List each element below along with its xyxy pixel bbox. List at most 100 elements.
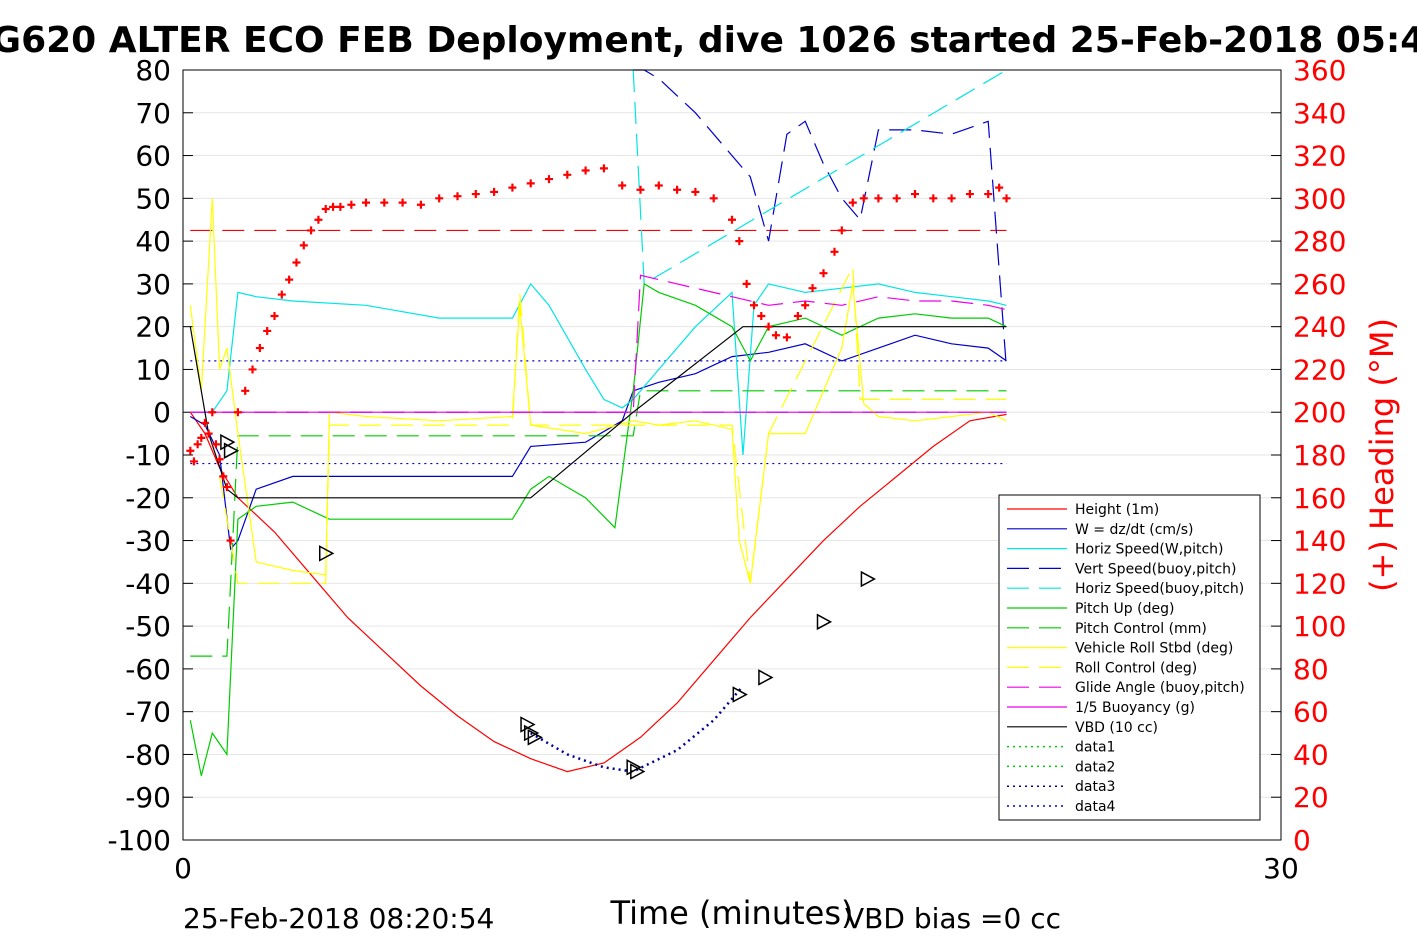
right-tick-label: 100 — [1293, 610, 1346, 643]
heading-point — [380, 198, 389, 207]
right-tick-label: 160 — [1293, 482, 1346, 515]
heading-point — [837, 226, 846, 235]
heading-point — [947, 194, 956, 203]
legend-entry: data3 — [1075, 779, 1115, 795]
left-tick-label: 70 — [135, 97, 171, 130]
heading-point — [735, 237, 744, 246]
x-axis-ticks: 0 30 — [174, 830, 1299, 885]
series-line — [190, 274, 1007, 413]
legend-entry: Height (1m) — [1075, 502, 1159, 518]
heading-point — [892, 194, 901, 203]
legend-entry: Vert Speed(buoy,pitch) — [1075, 561, 1237, 577]
heading-point — [911, 190, 919, 199]
series-line — [190, 282, 1007, 456]
triangle-markers — [220, 433, 877, 780]
right-axis-label: (+) Heading (°M) — [1363, 318, 1401, 592]
triangle-marker — [816, 613, 833, 631]
legend-entry: VBD (10 cc) — [1075, 720, 1158, 736]
heading-point — [1002, 194, 1011, 203]
heading-point — [189, 457, 198, 466]
left-tick-label: 80 — [135, 54, 171, 87]
heading-point — [204, 429, 213, 438]
right-tick-label: 120 — [1293, 567, 1346, 600]
legend-box — [998, 494, 1261, 821]
heading-point — [929, 194, 938, 203]
series-line — [189, 334, 1007, 551]
triangle-marker — [626, 759, 642, 776]
heading-point — [255, 344, 264, 353]
triangle-marker — [223, 442, 240, 459]
triangle-marker — [758, 669, 774, 686]
heading-point — [819, 269, 828, 278]
heading-point — [830, 247, 839, 256]
heading-point — [398, 198, 407, 207]
legend-entry: 1/5 Buoyancy (g) — [1075, 700, 1195, 716]
right-tick-label: 0 — [1293, 824, 1311, 857]
heading-point — [219, 472, 228, 481]
legend-entry: Horiz Speed(W,pitch) — [1075, 542, 1223, 558]
triangle-marker — [630, 763, 646, 780]
series-lines — [189, 69, 1008, 776]
heading-point — [545, 175, 553, 184]
triangle-marker — [732, 686, 748, 703]
triangle-marker — [318, 545, 335, 562]
heading-point — [329, 202, 338, 211]
legend-entry: Pitch Control (mm) — [1075, 621, 1207, 637]
heading-point — [435, 194, 444, 203]
heading-point — [874, 194, 883, 203]
right-tick-label: 40 — [1293, 738, 1329, 771]
heading-point — [859, 194, 868, 203]
heading-point — [270, 311, 279, 320]
heading-point — [307, 226, 316, 235]
heading-point — [277, 290, 286, 299]
legend-entry: Pitch Up (deg) — [1075, 601, 1174, 617]
series-line — [633, 69, 1008, 370]
heading-point — [233, 408, 242, 417]
legend-entry: Glide Angle (buoy,pitch) — [1075, 680, 1245, 696]
heading-point — [416, 200, 425, 209]
right-tick-label: 240 — [1293, 311, 1346, 344]
heading-point — [801, 301, 810, 310]
left-tick-label: 30 — [135, 268, 171, 301]
heading-point — [490, 187, 499, 196]
heading-point — [709, 194, 718, 203]
left-tick-label: -50 — [125, 610, 171, 643]
heading-point — [742, 279, 751, 288]
heading-point — [764, 322, 773, 331]
right-tick-label: 180 — [1293, 439, 1346, 472]
heading-point — [563, 170, 572, 179]
left-tick-label: 20 — [135, 311, 171, 344]
series-line — [530, 685, 744, 773]
left-tick-label: 0 — [153, 396, 171, 429]
reference-lines — [190, 229, 1007, 465]
heading-point — [292, 258, 301, 267]
heading-point — [200, 418, 209, 427]
heading-point — [673, 185, 682, 194]
left-tick-label: -30 — [125, 525, 171, 558]
right-tick-label: 260 — [1293, 268, 1346, 301]
heading-point — [471, 190, 480, 199]
heading-point — [211, 440, 220, 449]
heading-point — [636, 185, 645, 194]
heading-point — [314, 215, 323, 224]
legend: Height (1m) W = dz/dt (cm/s) Horiz Speed(W… — [998, 494, 1261, 821]
series-line — [632, 69, 1007, 285]
series-line — [189, 411, 1007, 773]
heading-point — [321, 205, 330, 214]
left-tick-label: -10 — [125, 439, 171, 472]
heading-markers — [186, 164, 1011, 545]
series-line — [219, 264, 1007, 584]
heading-point — [782, 333, 791, 342]
heading-point — [508, 183, 517, 192]
legend-entry: data2 — [1075, 759, 1115, 775]
plot-frame — [182, 69, 1282, 841]
heading-point — [453, 192, 462, 201]
heading-point — [347, 200, 356, 209]
legend-entry: Vehicle Roll Stbd (deg) — [1075, 641, 1233, 657]
x-tick-label: 0 — [174, 852, 192, 885]
footer-vbd-bias: VBD bias =0 cc — [845, 902, 1061, 935]
heading-point — [618, 181, 627, 190]
triangle-marker — [523, 724, 540, 742]
heading-point — [848, 198, 857, 207]
